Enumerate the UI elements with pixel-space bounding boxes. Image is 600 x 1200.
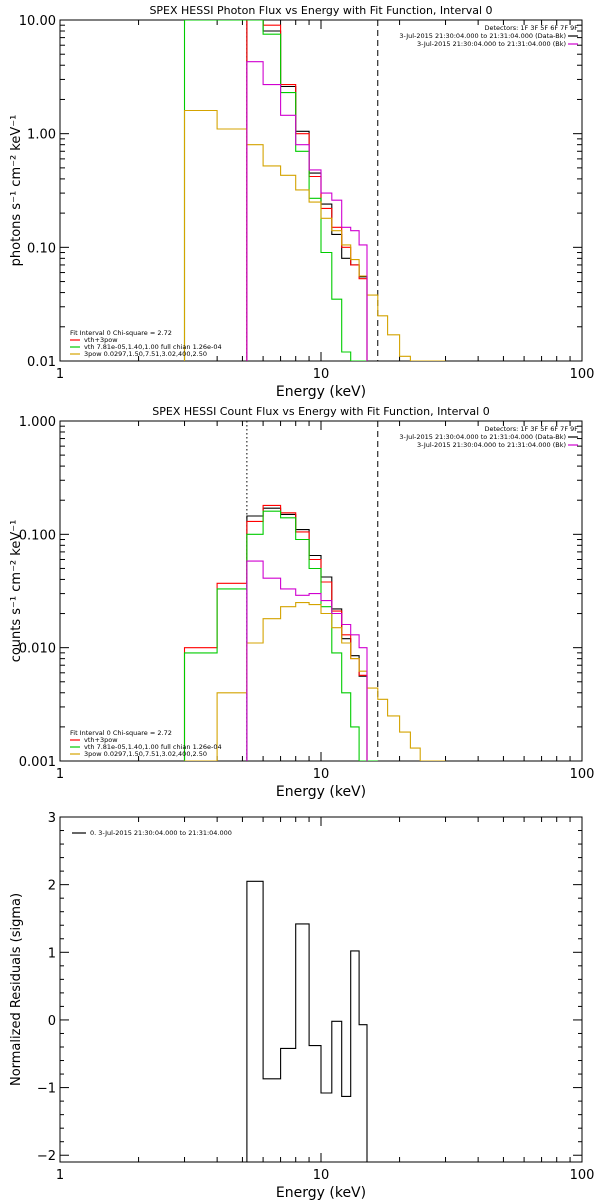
legend-detectors: Detectors: 1F 3F 5F 6F 7F 9F xyxy=(484,24,578,32)
y-tick-label: 2 xyxy=(48,879,56,894)
y-tick-label: 0.10 xyxy=(27,241,56,256)
x-tick-label: 10 xyxy=(313,767,330,782)
series-bk xyxy=(246,560,368,761)
x-axis-label: Energy (keV) xyxy=(276,784,366,800)
y-tick-label: 3 xyxy=(48,811,56,826)
x-tick-label: 1 xyxy=(56,767,64,782)
series-vth-3pow xyxy=(183,504,368,761)
plot-frame xyxy=(59,816,583,1163)
y-tick-label: 0 xyxy=(48,1014,56,1029)
series-3pow xyxy=(184,602,446,761)
series-vth xyxy=(183,510,378,761)
legend-entry-text: 3-Jul-2015 21:30:04.000 to 21:31:04.000 … xyxy=(417,40,566,48)
legend-entry-text: 3pow 0.0297,1.50,7.51,3.02,400,2.50 xyxy=(84,750,207,758)
chart-title: SPEX HESSI Count Flux vs Energy with Fit… xyxy=(152,405,489,418)
x-axis-label: Energy (keV) xyxy=(276,1185,366,1200)
data-layer xyxy=(183,20,446,361)
x-tick-label: 1 xyxy=(56,367,64,382)
legend-entry-text: vth 7.81e-05,1.40,1.00 full chian 1.26e-… xyxy=(84,743,222,751)
legend-entry-text: 3-Jul-2015 21:30:04.000 to 21:31:04.000 … xyxy=(399,32,566,40)
data-layer xyxy=(246,880,378,1162)
series-vth-3pow xyxy=(246,20,368,361)
series-data-bk xyxy=(246,20,368,361)
series-0-3-jul-2015-21-30-04-000-to-21-31-04-000 xyxy=(246,880,378,1162)
legend-entry-text: vth+3pow xyxy=(84,336,118,344)
y-axis-label: counts s⁻¹ cm⁻² keV⁻¹ xyxy=(9,520,24,663)
series-bk xyxy=(246,61,368,361)
legend-entry-text: 3pow 0.0297,1.50,7.51,3.02,400,2.50 xyxy=(84,350,207,358)
x-tick-label: 100 xyxy=(570,1168,595,1183)
legend-fit-header: Fit Interval 0 Chi-square = 2.72 xyxy=(70,729,172,737)
y-tick-label: −1 xyxy=(37,1082,56,1097)
x-tick-label: 10 xyxy=(313,367,330,382)
y-tick-label: 1.00 xyxy=(27,128,56,143)
legend-fit-header: Fit Interval 0 Chi-square = 2.72 xyxy=(70,329,172,337)
plot-2: SPEX HESSI Count Flux vs Energy with Fit… xyxy=(9,405,594,800)
data-layer xyxy=(183,504,446,761)
plot-3: 1 10 100 −2 −1 0 1 2 3 Energy (keV) Normalized Res… xyxy=(9,811,594,1200)
x-tick-label: 100 xyxy=(570,767,595,782)
y-tick-label: 1 xyxy=(48,946,56,961)
y-axis-label: photons s⁻¹ cm⁻² keV⁻¹ xyxy=(9,115,24,267)
x-tick-label: 1 xyxy=(56,1168,64,1183)
x-tick-label: 100 xyxy=(570,367,595,382)
series-3pow xyxy=(183,109,446,361)
legend-entry-text: 3-Jul-2015 21:30:04.000 to 21:31:04.000 … xyxy=(399,433,566,441)
y-tick-label: 0.100 xyxy=(19,528,56,543)
plot-1: SPEX HESSI Photon Flux vs Energy with Fi… xyxy=(9,4,594,400)
legend-detectors: Detectors: 1F 3F 5F 6F 7F 9F xyxy=(484,425,578,433)
y-tick-label: 10.00 xyxy=(19,14,56,29)
y-axis-label: Normalized Residuals (sigma) xyxy=(9,893,24,1086)
y-tick-label: 0.010 xyxy=(19,642,56,657)
y-tick-label: −2 xyxy=(37,1149,56,1164)
x-tick-label: 10 xyxy=(313,1168,330,1183)
y-tick-label: 0.01 xyxy=(27,355,56,370)
x-axis-label: Energy (keV) xyxy=(276,384,366,400)
y-tick-label: 0.001 xyxy=(19,755,56,770)
legend-entry-text: vth 7.81e-05,1.40,1.00 full chian 1.26e-… xyxy=(84,343,222,351)
legend-entry-text: 3-Jul-2015 21:30:04.000 to 21:31:04.000 … xyxy=(417,441,566,449)
series-vth xyxy=(183,20,367,361)
legend-entry-text: vth+3pow xyxy=(84,736,118,744)
y-tick-label: 1.000 xyxy=(19,415,56,430)
legend-entry-text: 0. 3-Jul-2015 21:30:04.000 to 21:31:04.0… xyxy=(90,829,232,837)
chart-title: SPEX HESSI Photon Flux vs Energy with Fi… xyxy=(149,4,492,17)
